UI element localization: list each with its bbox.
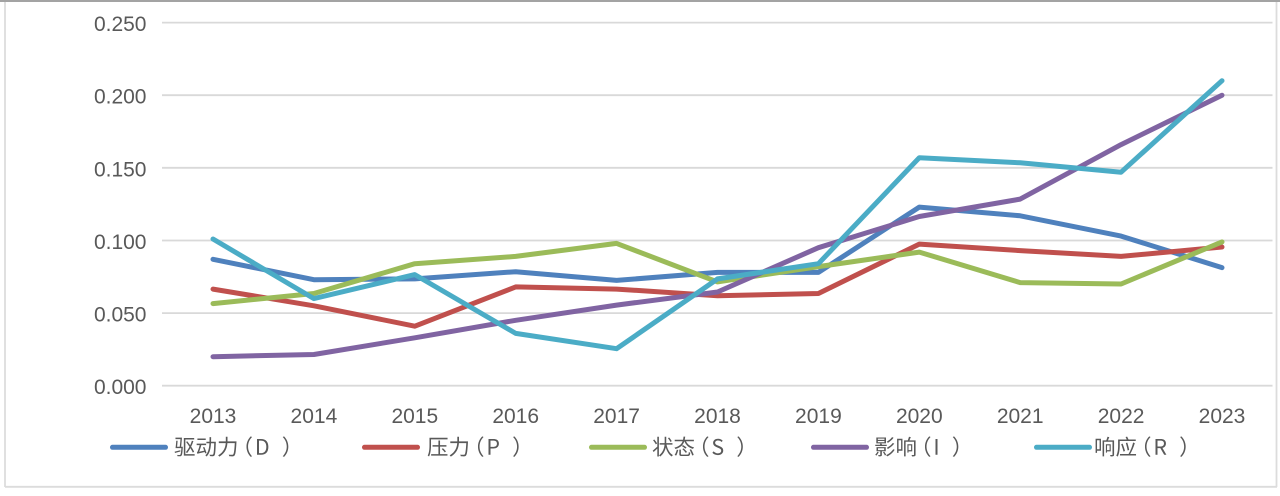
svg-text:2021: 2021 — [997, 405, 1044, 428]
svg-text:0.100: 0.100 — [94, 231, 147, 254]
svg-text:0.000: 0.000 — [94, 376, 147, 399]
svg-text:2018: 2018 — [694, 405, 741, 428]
svg-text:2020: 2020 — [896, 405, 943, 428]
svg-text:0.200: 0.200 — [94, 86, 147, 109]
svg-text:2017: 2017 — [593, 405, 640, 428]
svg-text:2016: 2016 — [492, 405, 539, 428]
svg-text:0.250: 0.250 — [94, 13, 147, 36]
svg-text:2015: 2015 — [391, 405, 438, 428]
svg-text:0.050: 0.050 — [94, 304, 147, 327]
svg-text:2014: 2014 — [291, 405, 338, 428]
svg-text:0.150: 0.150 — [94, 158, 147, 181]
svg-text:2023: 2023 — [1199, 405, 1246, 428]
svg-text:2013: 2013 — [190, 405, 237, 428]
svg-text:2019: 2019 — [795, 405, 842, 428]
svg-text:2022: 2022 — [1098, 405, 1145, 428]
